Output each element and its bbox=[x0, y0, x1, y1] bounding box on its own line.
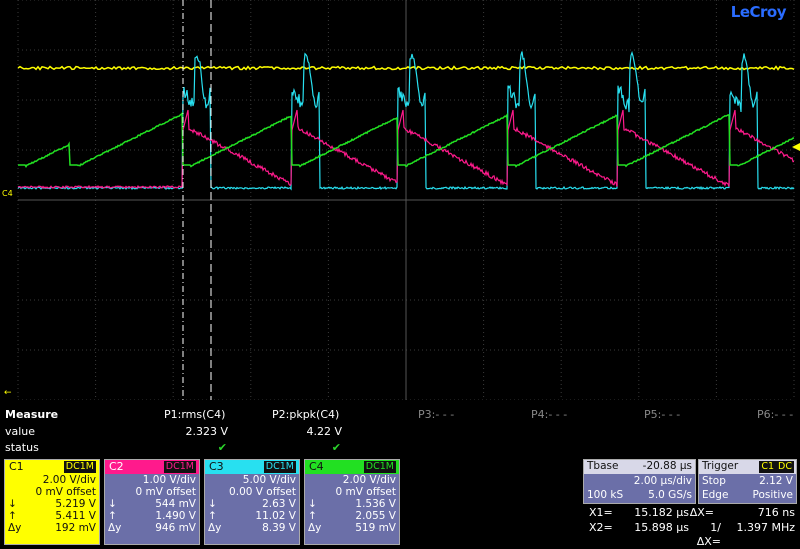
cursor-readout: X1= 15.182 µs ΔX= 716 ns X2= 15.898 µs 1… bbox=[583, 506, 797, 536]
cursor-down-value: 5.219 V bbox=[55, 498, 96, 510]
dx-value: 716 ns bbox=[717, 506, 795, 520]
brand-logo: LeCroy bbox=[731, 3, 786, 21]
timebase-title: Tbase bbox=[587, 460, 618, 472]
status-row-label: status bbox=[5, 441, 39, 454]
channel-box-c1[interactable]: C1 DC1M 2.00 V/div 0 mV offset ↓ 5.219 V … bbox=[4, 459, 100, 545]
trigger-position-arrow: ← bbox=[4, 388, 12, 398]
trigger-coupling: DC bbox=[776, 461, 794, 473]
cursor-up-value: 1.490 V bbox=[155, 510, 196, 522]
x2-value: 15.898 µs bbox=[613, 521, 689, 535]
timebase-samples: 100 kS bbox=[587, 488, 623, 502]
measure-panel: Measure P1:rms(C4) P2:pkpk(C4) P3:- - - … bbox=[0, 408, 800, 458]
trigger-box[interactable]: Trigger C1 DC Stop 2.12 V Edge Positive bbox=[698, 459, 797, 504]
param-label-p3[interactable]: P3:- - - bbox=[418, 408, 454, 421]
channel-ground-marker: C4 bbox=[2, 189, 13, 198]
channel-box-c2[interactable]: C2 DC1M 1.00 V/div 0 mV offset ↓ 544 mV ↑… bbox=[104, 459, 200, 545]
value-row-label: value bbox=[5, 425, 35, 438]
inv-dx-value: 1.397 MHz bbox=[717, 521, 795, 535]
vdiv: 5.00 V/div bbox=[243, 474, 296, 486]
coupling-badge: DC1M bbox=[164, 461, 196, 473]
channel-name: C1 bbox=[9, 460, 24, 473]
waveform-area[interactable]: C4 ← bbox=[0, 0, 800, 400]
param-value-p2: 4.22 V bbox=[262, 425, 342, 438]
trigger-level-marker[interactable] bbox=[792, 143, 800, 151]
trigger-type: Edge bbox=[702, 488, 728, 502]
timebase-rate: 5.0 GS/s bbox=[648, 488, 692, 502]
channel-name: C3 bbox=[209, 460, 224, 473]
offset: 0 mV offset bbox=[36, 486, 96, 498]
trigger-mode: Stop bbox=[702, 474, 726, 488]
param-label-p4[interactable]: P4:- - - bbox=[531, 408, 567, 421]
graticule bbox=[18, 0, 794, 400]
vdiv: 2.00 V/div bbox=[43, 474, 96, 486]
scope-display[interactable]: C4 ← LeCroy bbox=[0, 0, 800, 400]
cursor-down-value: 1.536 V bbox=[355, 498, 396, 510]
vdiv: 2.00 V/div bbox=[343, 474, 396, 486]
trigger-channel: C1 bbox=[759, 461, 776, 473]
param-label-p5[interactable]: P5:- - - bbox=[644, 408, 680, 421]
dx-label: ΔX= bbox=[689, 506, 714, 520]
param-label-p2[interactable]: P2:pkpk(C4) bbox=[272, 408, 339, 421]
param-status-p1: ✔ bbox=[150, 441, 227, 454]
timebase-box[interactable]: Tbase -20.88 µs 2.00 µs/div 100 kS 5.0 G… bbox=[583, 459, 696, 504]
vdiv: 1.00 V/div bbox=[143, 474, 196, 486]
channel-name: C4 bbox=[309, 460, 324, 473]
coupling-badge: DC1M bbox=[364, 461, 396, 473]
channel-box-c3[interactable]: C3 DC1M 5.00 V/div 0.00 V offset ↓ 2.63 V… bbox=[204, 459, 300, 545]
x2-label: X2= bbox=[589, 521, 613, 535]
trigger-title: Trigger bbox=[702, 460, 738, 472]
cursor-up-value: 2.055 V bbox=[355, 510, 396, 522]
cursor-delta-value: 192 mV bbox=[55, 522, 96, 534]
timebase-tdiv: 2.00 µs/div bbox=[634, 474, 692, 488]
offset: 0 mV offset bbox=[336, 486, 396, 498]
cursor-down-value: 544 mV bbox=[155, 498, 196, 510]
offset: 0 mV offset bbox=[136, 486, 196, 498]
measure-title[interactable]: Measure bbox=[5, 408, 58, 421]
trigger-level: 2.12 V bbox=[759, 474, 793, 488]
x1-value: 15.182 µs bbox=[613, 506, 689, 520]
coupling-badge: DC1M bbox=[64, 461, 96, 473]
cursor-delta-value: 8.39 V bbox=[262, 522, 296, 534]
channel-name: C2 bbox=[109, 460, 124, 473]
coupling-badge: DC1M bbox=[264, 461, 296, 473]
cursor-up-value: 5.411 V bbox=[55, 510, 96, 522]
cursor-delta-value: 519 mV bbox=[355, 522, 396, 534]
param-label-p1[interactable]: P1:rms(C4) bbox=[164, 408, 225, 421]
param-status-p2: ✔ bbox=[262, 441, 341, 454]
cursor-up-value: 11.02 V bbox=[255, 510, 296, 522]
param-label-p6[interactable]: P6:- - - bbox=[757, 408, 793, 421]
offset: 0.00 V offset bbox=[229, 486, 296, 498]
trigger-slope: Positive bbox=[753, 488, 793, 502]
channel-box-c4[interactable]: C4 DC1M 2.00 V/div 0 mV offset ↓ 1.536 V … bbox=[304, 459, 400, 545]
param-value-p1: 2.323 V bbox=[150, 425, 228, 438]
cursor-delta-value: 946 mV bbox=[155, 522, 196, 534]
timebase-delay: -20.88 µs bbox=[643, 460, 692, 472]
x1-label: X1= bbox=[589, 506, 613, 520]
cursor-down-value: 2.63 V bbox=[262, 498, 296, 510]
